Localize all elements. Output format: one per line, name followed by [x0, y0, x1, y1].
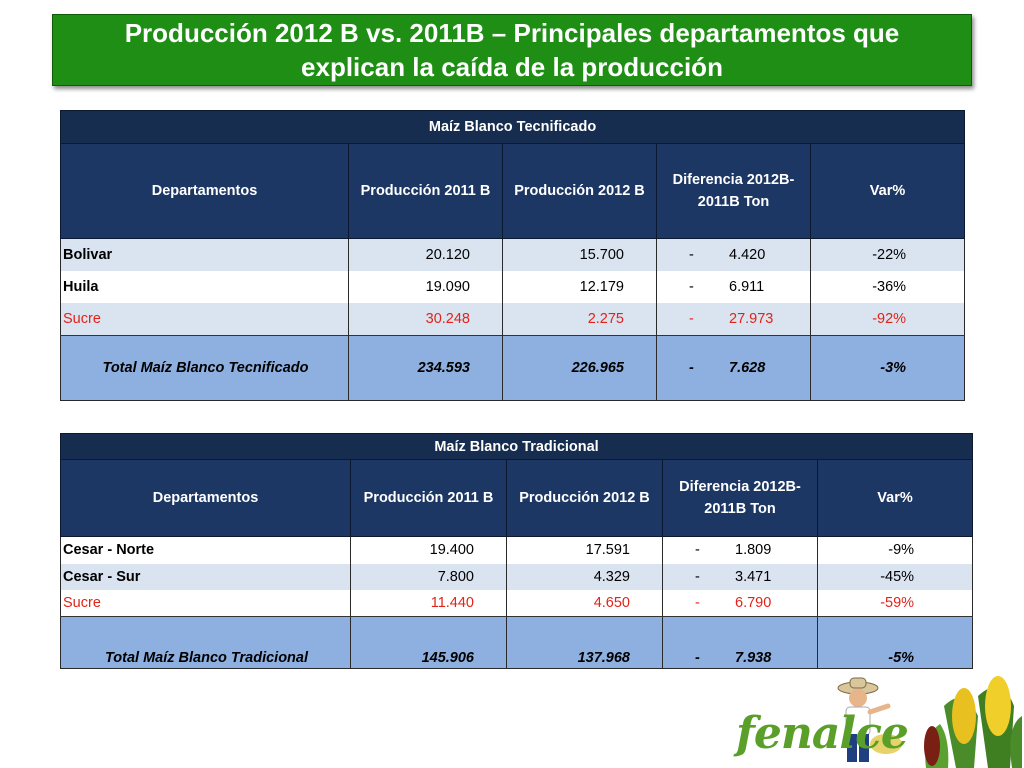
cell-p2012: 17.591 [506, 536, 663, 564]
table-row: Cesar - Sur 7.800 4.329 - 3.471 -45% [60, 563, 973, 590]
diff-sign: - [695, 568, 700, 585]
cell-p2011: 19.400 [350, 536, 507, 564]
cell-total-diff: - 7.938 [662, 616, 818, 669]
diff-sign: - [689, 310, 694, 327]
cell-diff: - 27.973 [656, 302, 811, 336]
diff-value: 27.973 [729, 310, 774, 327]
cell-p2011: 7.800 [350, 563, 507, 590]
column-header-produccion-2012: Producción 2012 B [506, 459, 663, 537]
diff-value: 4.420 [729, 246, 766, 263]
cell-dept: Cesar - Sur [60, 563, 351, 590]
cell-p2012: 15.700 [502, 238, 657, 271]
total-row: Total Maíz Blanco Tradicional 145.906 13… [60, 616, 973, 669]
diff-sign: - [695, 594, 700, 611]
title-line-2: explican la caída de la producción [301, 52, 723, 82]
cell-p2011: 19.090 [348, 270, 503, 303]
column-header-produccion-2011: Producción 2011 B [348, 143, 503, 239]
cell-p2011: 11.440 [350, 589, 507, 617]
cell-var: -59% [816, 589, 973, 617]
cell-total-var: -3% [809, 335, 965, 401]
diff-value: 6.911 [729, 278, 765, 295]
cell-total-label: Total Maíz Blanco Tecnificado [60, 335, 349, 401]
cell-dept: Bolivar [60, 238, 349, 271]
column-header-produccion-2012: Producción 2012 B [502, 143, 657, 239]
cell-p2011: 20.120 [348, 238, 503, 271]
table-row: Sucre 11.440 4.650 - 6.790 -59% [60, 589, 973, 617]
diff-value: 7.938 [735, 650, 772, 666]
column-header-produccion-2011: Producción 2011 B [350, 459, 507, 537]
column-header-diferencia: Diferencia 2012B-2011B Ton [662, 459, 818, 537]
table-row: Cesar - Norte 19.400 17.591 - 1.809 -9% [60, 536, 973, 564]
diff-sign: - [689, 246, 694, 263]
column-header-departamentos: Departamentos [60, 143, 349, 239]
cell-diff: - 3.471 [662, 563, 818, 590]
fenalce-logo [837, 676, 1022, 768]
cell-p2012: 12.179 [502, 270, 657, 303]
cell-diff: - 4.420 [656, 238, 811, 271]
cell-var: -36% [809, 270, 965, 303]
cell-dept: Cesar - Norte [60, 536, 351, 564]
corn-icon [924, 676, 1022, 768]
total-row: Total Maíz Blanco Tecnificado 234.593 22… [60, 335, 965, 401]
cell-total-p2012: 137.968 [506, 616, 663, 669]
farmer-icon [837, 677, 902, 762]
cell-dept: Huila [60, 270, 349, 303]
table-caption: Maíz Blanco Tecnificado [59, 110, 966, 144]
cell-total-diff: - 7.628 [656, 335, 811, 401]
fenalce-logo-text: fenalce [736, 708, 909, 759]
diff-value: 1.809 [735, 542, 772, 559]
diff-sign: - [689, 360, 694, 376]
column-header-diferencia: Diferencia 2012B-2011B Ton [656, 143, 811, 239]
cell-diff: - 1.809 [662, 536, 818, 564]
diff-sign: - [695, 650, 700, 666]
cell-total-p2012: 226.965 [502, 335, 657, 401]
diff-sign: - [689, 278, 694, 295]
diff-sign: - [695, 542, 700, 559]
table-row: Sucre 30.248 2.275 - 27.973 -92% [60, 302, 965, 336]
cell-p2012: 4.329 [506, 563, 663, 590]
cell-diff: - 6.790 [662, 589, 818, 617]
table-caption: Maíz Blanco Tradicional [59, 433, 974, 460]
table-row: Bolivar 20.120 15.700 - 4.420 -22% [60, 238, 965, 271]
diff-value: 6.790 [735, 594, 772, 611]
cell-dept: Sucre [60, 302, 349, 336]
cell-total-label: Total Maíz Blanco Tradicional [60, 616, 351, 669]
column-header-var: Var% [809, 143, 966, 239]
cell-dept: Sucre [60, 589, 351, 617]
cell-total-p2011: 234.593 [348, 335, 503, 401]
table-row: Huila 19.090 12.179 - 6.911 -36% [60, 270, 965, 303]
column-header-var: Var% [816, 459, 974, 537]
table-tradicional: Maíz Blanco Tradicional Departamentos Pr… [59, 433, 974, 669]
cell-total-var: -5% [816, 616, 973, 669]
diff-value: 7.628 [729, 360, 766, 376]
cell-var: -22% [809, 238, 965, 271]
cell-p2011: 30.248 [348, 302, 503, 336]
cell-p2012: 4.650 [506, 589, 663, 617]
title-line-1: Producción 2012 B vs. 2011B – Principale… [124, 18, 900, 48]
column-header-departamentos: Departamentos [60, 459, 351, 537]
title-banner: Producción 2012 B vs. 2011B – Principale… [52, 14, 972, 86]
diff-value: 3.471 [735, 568, 772, 585]
cell-var: -45% [816, 563, 973, 590]
table-tecnificado: Maíz Blanco Tecnificado Departamentos Pr… [59, 110, 966, 401]
cell-var: -92% [809, 302, 965, 336]
cell-diff: - 6.911 [656, 270, 811, 303]
cell-p2012: 2.275 [502, 302, 657, 336]
cell-var: -9% [816, 536, 973, 564]
cell-total-p2011: 145.906 [350, 616, 507, 669]
